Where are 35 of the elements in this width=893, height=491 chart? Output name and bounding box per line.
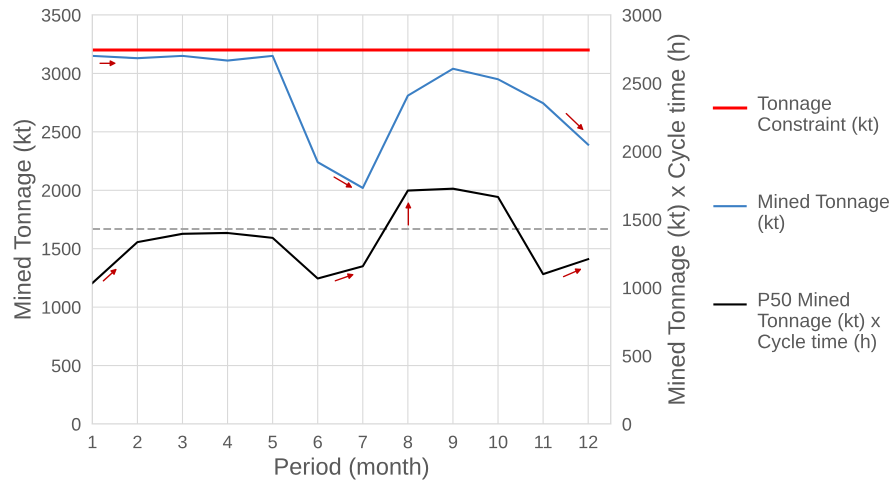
y-tick-label: 500 — [52, 359, 81, 372]
y2-tick-label: 1000 — [623, 282, 662, 294]
y-tick-label: 3500 — [42, 8, 81, 22]
y2-tick-label: 0 — [622, 418, 632, 431]
y2-tick-label: 1500 — [623, 213, 662, 226]
x-tick-label: 4 — [222, 436, 232, 448]
y-tick-label: 3000 — [42, 67, 81, 80]
x-axis-title: Period (month) — [275, 457, 428, 480]
y-tick-label: 2000 — [42, 184, 81, 197]
x-tick-label: 5 — [268, 436, 277, 448]
x-tick-label: 8 — [404, 436, 412, 448]
y2-tick-label: 500 — [622, 350, 652, 363]
y-tick-label: 1000 — [42, 301, 81, 314]
x-tick-label: 9 — [448, 436, 458, 448]
y2-tick-label: 2000 — [622, 145, 662, 158]
y-tick-label: 0 — [72, 418, 81, 431]
legend-label: Mined Tonnage (kt) — [758, 194, 890, 234]
x-tick-label: 12 — [580, 436, 598, 448]
x-tick-label: 10 — [489, 436, 508, 448]
line-series — [92, 188, 590, 284]
legend-label: P50 Mined Tonnage (kt) x Cycle time (h) — [758, 292, 880, 352]
x-tick-label: 6 — [314, 436, 322, 448]
line-series — [92, 54, 590, 189]
x-tick-label: 1 — [88, 436, 96, 448]
legend-label: Tonnage Constraint (kt) — [758, 96, 878, 135]
y2-tick-label: 3000 — [622, 8, 662, 22]
y-tick-label: 2500 — [42, 126, 81, 139]
y-axis-title: Mined Tonnage (kt) — [13, 120, 36, 318]
x-tick-label: 7 — [358, 436, 367, 448]
x-tick-label: 11 — [535, 436, 552, 448]
x-tick-label: 3 — [178, 436, 187, 448]
y2-tick-label: 2500 — [622, 77, 662, 90]
y2-axis-title: Mined Tonnage (kt) x Cycle time (h) — [668, 34, 690, 404]
y-tick-label: 1500 — [42, 242, 81, 256]
x-tick-label: 2 — [133, 436, 142, 448]
